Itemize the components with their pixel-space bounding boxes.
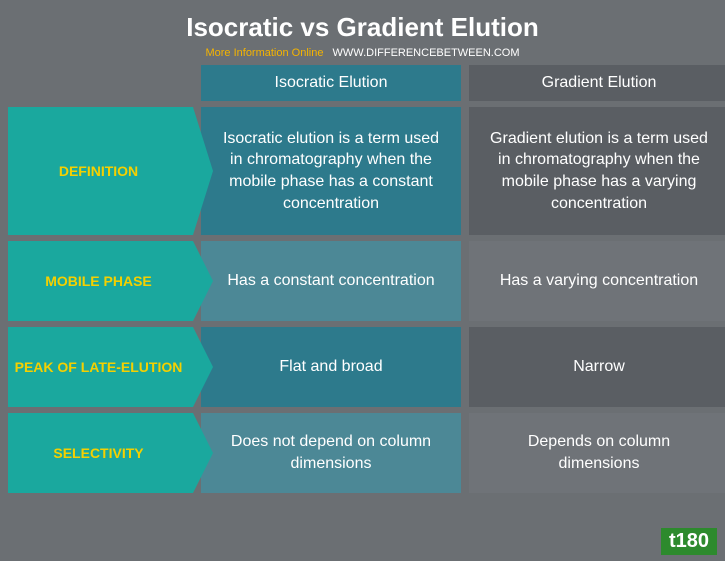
more-info-text: More Information Online xyxy=(205,47,323,59)
cell-mobile-phase-isocratic: Has a constant concentration xyxy=(201,241,461,321)
cell-mobile-phase-gradient: Has a varying concentration xyxy=(469,241,725,321)
cell-peak-isocratic: Flat and broad xyxy=(201,327,461,407)
row-label-peak: PEAK OF LATE-ELUTION xyxy=(8,327,193,407)
comparison-infographic: Isocratic vs Gradient Elution More Infor… xyxy=(0,0,725,561)
column-header-gradient: Gradient Elution xyxy=(469,65,725,101)
cell-peak-gradient: Narrow xyxy=(469,327,725,407)
page-title: Isocratic vs Gradient Elution xyxy=(0,12,725,43)
row-label-mobile-phase: MOBILE PHASE xyxy=(8,241,193,321)
header: Isocratic vs Gradient Elution More Infor… xyxy=(0,0,725,63)
source-url: WWW.DIFFERENCEBETWEEN.COM xyxy=(333,47,520,59)
column-header-isocratic: Isocratic Elution xyxy=(201,65,461,101)
cell-selectivity-isocratic: Does not depend on column dimensions xyxy=(201,413,461,493)
row-label-selectivity: SELECTIVITY xyxy=(8,413,193,493)
row-label-definition: DEFINITION xyxy=(8,107,193,235)
empty-corner xyxy=(8,65,193,101)
cell-definition-isocratic: Isocratic elution is a term used in chro… xyxy=(201,107,461,235)
watermark-badge: t180 xyxy=(661,528,717,555)
cell-definition-gradient: Gradient elution is a term used in chrom… xyxy=(469,107,725,235)
comparison-grid: Isocratic Elution Gradient Elution DEFIN… xyxy=(0,63,725,501)
subtitle: More Information Online WWW.DIFFERENCEBE… xyxy=(0,47,725,59)
cell-selectivity-gradient: Depends on column dimensions xyxy=(469,413,725,493)
